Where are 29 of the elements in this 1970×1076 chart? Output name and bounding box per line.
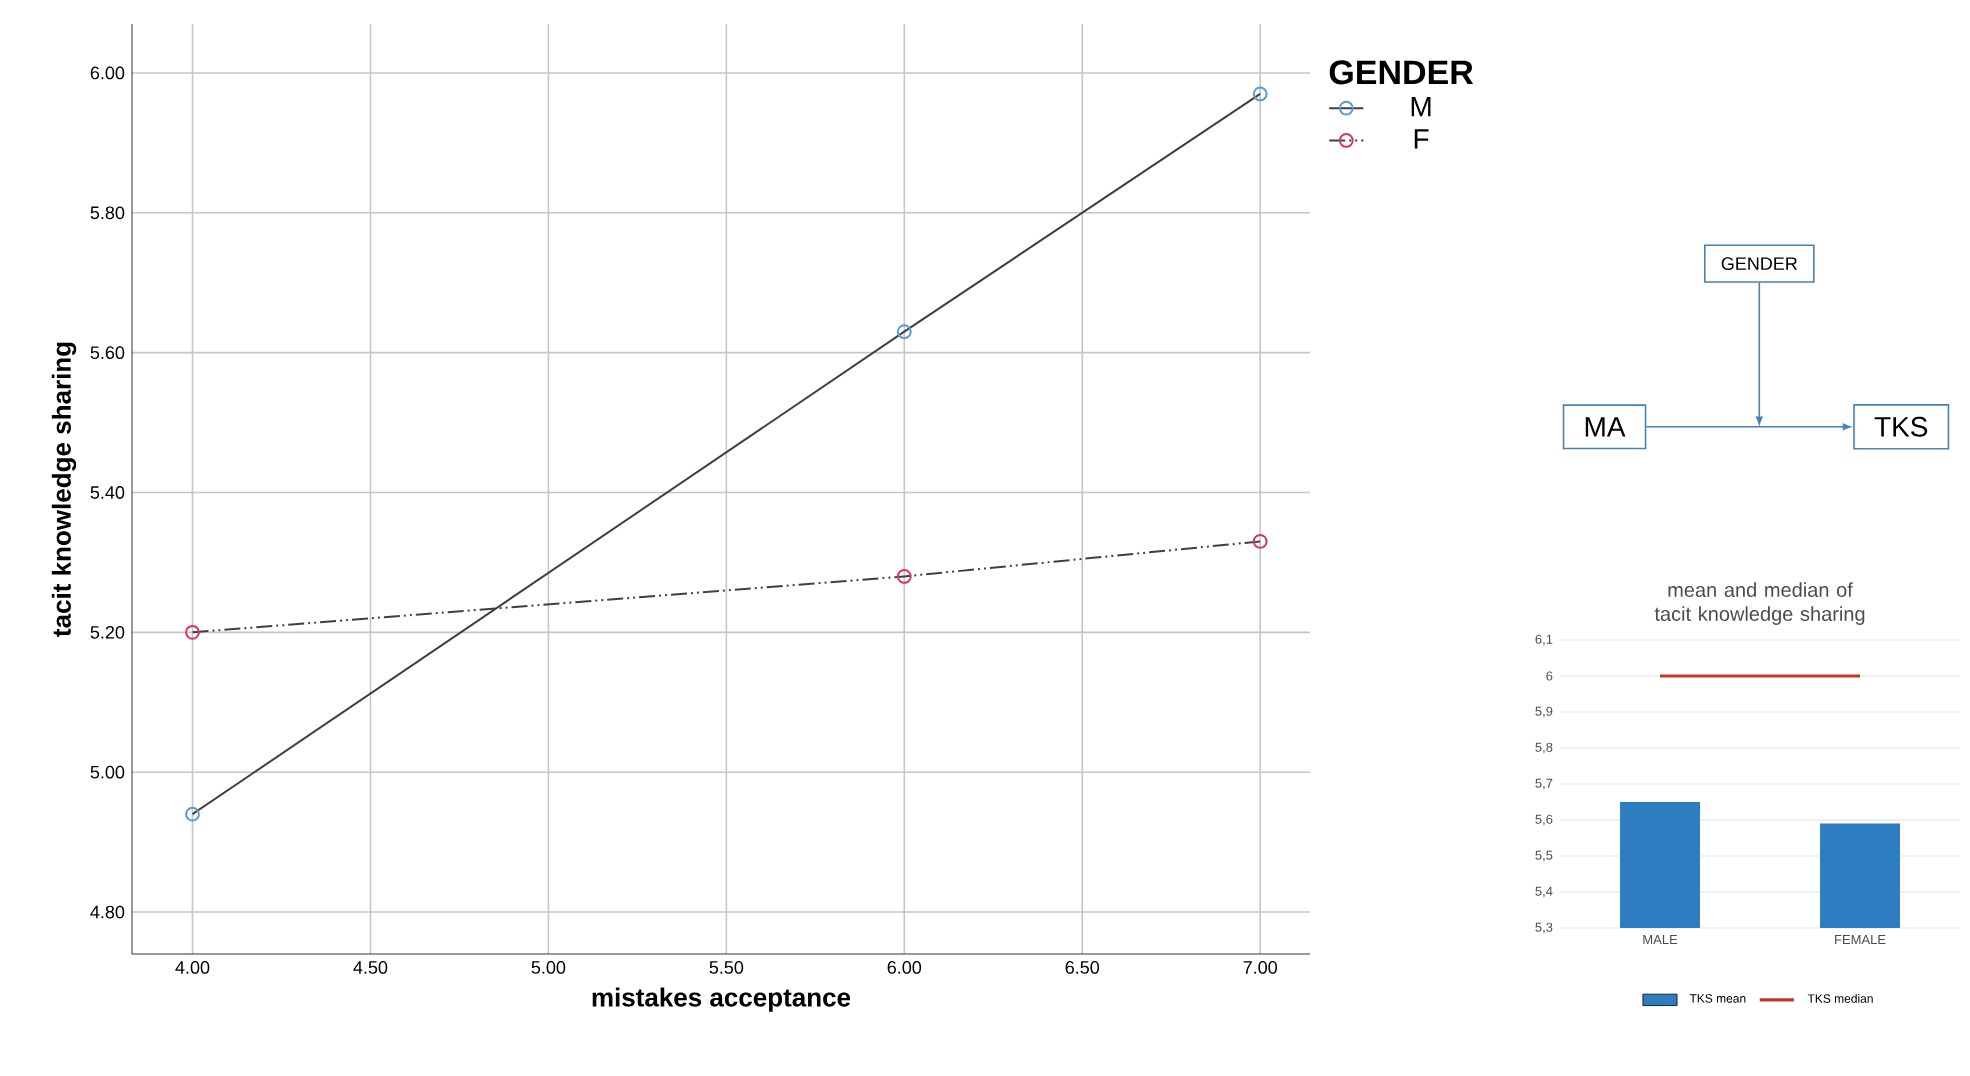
y-tick-label: 5.80	[90, 206, 125, 220]
x-tick-label: 6.50	[1065, 961, 1100, 974]
x-tick-label: 5.00	[531, 961, 566, 974]
point	[1252, 86, 1268, 102]
y-tick-label: 5.20	[90, 625, 125, 639]
legend-label: M	[1411, 97, 1431, 117]
y-tick-label: 5.40	[90, 486, 125, 499]
point	[1252, 534, 1268, 549]
x-tick-label: 4.50	[353, 961, 388, 974]
chart-title: mean and median of tacit knowledge sharing	[1654, 582, 1865, 625]
text: TKS	[1874, 416, 1928, 437]
y-tick-label: 4.80	[90, 905, 125, 919]
x-tick-label: 4.00	[175, 961, 210, 974]
point	[185, 624, 200, 640]
point	[896, 569, 912, 584]
x-tick-label: 7.00	[1243, 961, 1278, 974]
legend-title: GENDER	[1329, 60, 1474, 85]
y-tick-label: 5.60	[90, 346, 125, 360]
point	[185, 806, 200, 822]
y-tick-label: 5.00	[90, 765, 125, 779]
x-tick-label: 5.50	[709, 961, 744, 974]
y-tick-label: 6.00	[90, 66, 125, 80]
point	[896, 324, 912, 340]
x-axis-title: mistakes acceptance	[592, 987, 851, 1012]
x-tick-label: 6.00	[887, 961, 922, 974]
legend-label: F	[1414, 129, 1429, 149]
text: MA	[1585, 417, 1626, 437]
text: GENDER	[1721, 257, 1797, 270]
y-axis-title: tacit knowledge sharing	[51, 342, 77, 637]
